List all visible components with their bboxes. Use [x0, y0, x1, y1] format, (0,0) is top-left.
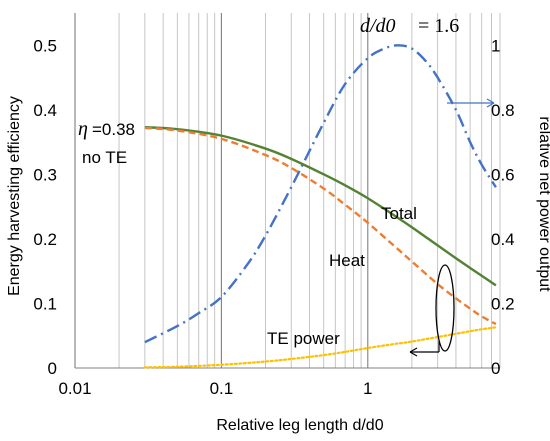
y-left-tick-label: 0.5 [33, 36, 57, 55]
series-line-te-power [143, 326, 497, 369]
eta-value-label: =0.38 [92, 120, 135, 139]
heat-label: Heat [329, 251, 365, 270]
te-power-label: TE power [267, 329, 340, 348]
x-tick-label: 0.01 [58, 379, 91, 398]
eta-symbol: η [78, 118, 88, 140]
y-left-tick-label: 0.3 [33, 165, 57, 184]
y-right-tick-label: 0.4 [491, 230, 515, 249]
y-right-tick-label: 0.6 [491, 165, 515, 184]
curve-group-ellipse [435, 264, 455, 352]
d-value-label: = 1.6 [418, 15, 459, 37]
y-left-tick-label: 0.1 [33, 294, 57, 313]
y-right-tick-label: 0.2 [491, 294, 515, 313]
right-axis-arrow [447, 98, 495, 108]
d-ratio-label: d/d0 [360, 15, 396, 37]
y-left-tick-label: 0.4 [33, 101, 57, 120]
total-label: Total [381, 204, 417, 223]
y-right-tick-label: 0 [491, 359, 500, 378]
series-line-total [144, 126, 497, 287]
y-axis-left-label: Energy harvesting efficiency [6, 96, 23, 296]
tick-layer: 0.01 0.1 1 0 0.1 0.2 0.3 0.4 0.5 0 0.2 0.4 0.6 0.8 1 [33, 36, 514, 398]
y-left-tick-label: 0.2 [33, 230, 57, 249]
x-axis-label: Relative leg length d/d0 [216, 417, 383, 434]
no-te-label: no TE [82, 148, 127, 167]
x-tick-label: 0.1 [210, 379, 234, 398]
series-layer [143, 44, 497, 369]
grid [74, 13, 501, 368]
y-right-tick-label: 1 [491, 36, 500, 55]
y-left-tick-label: 0 [48, 359, 57, 378]
y-right-tick-label: 0.8 [491, 101, 515, 120]
y-axis-right-label: relative net power output [536, 116, 550, 292]
left-axis-arrow [409, 341, 440, 357]
x-tick-label: 1 [363, 379, 372, 398]
series-line-heat [144, 126, 497, 326]
series-line-relative-net-power-output [144, 44, 497, 344]
